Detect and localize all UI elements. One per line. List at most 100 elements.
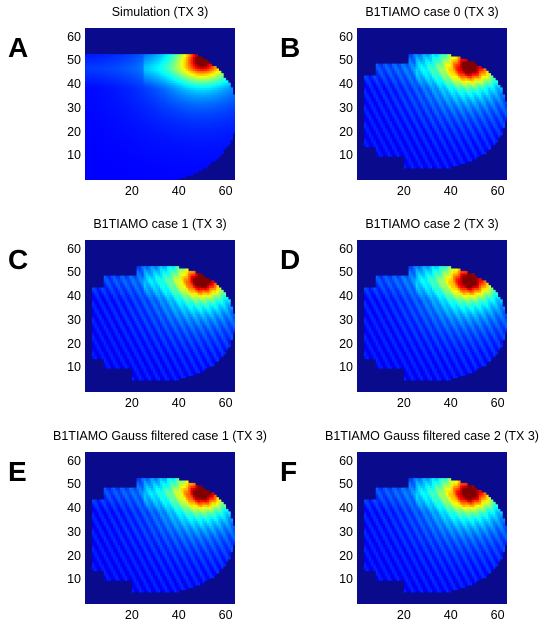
heatmap-cell	[190, 87, 193, 90]
heatmap-cell	[404, 87, 407, 90]
heatmap-cell	[409, 156, 412, 159]
heatmap-cell	[402, 114, 405, 117]
heatmap-cell	[481, 147, 484, 150]
heatmap-cell	[486, 121, 489, 124]
heatmap-cell	[395, 121, 398, 124]
heatmap-cell	[416, 166, 419, 169]
heatmap-cell	[460, 99, 463, 102]
heatmap-cell	[404, 106, 407, 109]
heatmap-cell	[373, 92, 376, 95]
heatmap-cell	[169, 130, 172, 133]
heatmap-cell	[423, 140, 426, 143]
heatmap-cell	[167, 144, 170, 147]
heatmap-cell	[413, 95, 416, 98]
heatmap-cell	[139, 83, 142, 86]
heatmap-cell	[465, 123, 468, 126]
heatmap-cell	[205, 95, 208, 98]
heatmap-cell	[418, 159, 421, 162]
heatmap-cell	[113, 71, 116, 74]
heatmap-cell	[134, 116, 137, 119]
heatmap-cell	[411, 109, 414, 112]
heatmap-cell	[416, 156, 419, 159]
heatmap-cell	[230, 109, 233, 112]
heatmap-cell	[376, 137, 379, 140]
heatmap-cell	[411, 144, 414, 147]
heatmap-cell	[479, 114, 482, 117]
heatmap-cell	[462, 152, 465, 155]
heatmap-cell	[148, 64, 151, 67]
heatmap-cell	[162, 163, 165, 166]
heatmap-cell	[99, 104, 102, 107]
heatmap-cell	[366, 104, 369, 107]
heatmap-cell	[165, 109, 168, 112]
heatmap-cell	[137, 156, 140, 159]
heatmap-cell	[108, 85, 111, 88]
heatmap-cell	[399, 90, 402, 93]
heatmap-cell	[373, 118, 376, 121]
heatmap-cell	[186, 144, 189, 147]
heatmap-cell	[130, 133, 133, 136]
heatmap-cell	[94, 78, 97, 81]
heatmap-cell	[113, 106, 116, 109]
heatmap-cell	[369, 121, 372, 124]
heatmap-cell	[115, 137, 118, 140]
heatmap-cell	[390, 85, 393, 88]
heatmap-cell	[111, 166, 114, 169]
heatmap-cell	[190, 121, 193, 124]
heatmap-cell	[181, 166, 184, 169]
heatmap-cell	[425, 95, 428, 98]
heatmap-cell	[369, 137, 372, 140]
heatmap-cell	[406, 104, 409, 107]
heatmap-cell	[200, 130, 203, 133]
heatmap-cell	[101, 87, 104, 90]
heatmap-cell	[404, 104, 407, 107]
heatmap-cell	[402, 92, 405, 95]
heatmap-cell	[212, 83, 215, 86]
heatmap-cell	[453, 142, 456, 145]
heatmap-cell	[160, 87, 163, 90]
heatmap-cell	[406, 92, 409, 95]
heatmap-cell	[195, 147, 198, 150]
heatmap-cell	[425, 114, 428, 117]
heatmap-cell	[106, 90, 109, 93]
heatmap-cell	[169, 171, 172, 174]
heatmap-cell	[186, 168, 189, 171]
heatmap-cell	[409, 144, 412, 147]
heatmap-cell	[404, 128, 407, 131]
heatmap-cell	[115, 171, 118, 174]
heatmap-cell	[106, 152, 109, 155]
heatmap-cell	[200, 104, 203, 107]
heatmap-cell	[448, 99, 451, 102]
heatmap-cell	[390, 144, 393, 147]
heatmap-cell	[85, 147, 88, 150]
heatmap-cell	[387, 102, 390, 105]
heatmap-cell	[216, 102, 219, 105]
heatmap-cell	[158, 161, 161, 164]
y-tick-label: 10	[59, 148, 81, 162]
heatmap-cell	[104, 76, 107, 79]
heatmap-cell	[228, 109, 231, 112]
heatmap-cell	[120, 121, 123, 124]
heatmap-cell	[383, 116, 386, 119]
heatmap-cell	[108, 114, 111, 117]
heatmap-cell	[214, 140, 217, 143]
heatmap-cell	[123, 116, 126, 119]
heatmap-cell	[214, 149, 217, 152]
heatmap-cell	[439, 123, 442, 126]
heatmap-cell	[172, 83, 175, 86]
heatmap-cell	[470, 92, 473, 95]
heatmap-cell	[207, 99, 210, 102]
heatmap-cell	[228, 104, 231, 107]
heatmap-cell	[432, 111, 435, 114]
heatmap-cell	[101, 175, 104, 178]
heatmap-cell	[385, 147, 388, 150]
heatmap-cell	[212, 85, 215, 88]
heatmap-cell	[151, 90, 154, 93]
heatmap-cell	[493, 102, 496, 105]
heatmap-cell	[106, 166, 109, 169]
heatmap-cell	[451, 90, 454, 93]
heatmap-cell	[418, 90, 421, 93]
heatmap-cell	[101, 163, 104, 166]
heatmap-cell	[467, 128, 470, 131]
heatmap-cell	[167, 142, 170, 145]
